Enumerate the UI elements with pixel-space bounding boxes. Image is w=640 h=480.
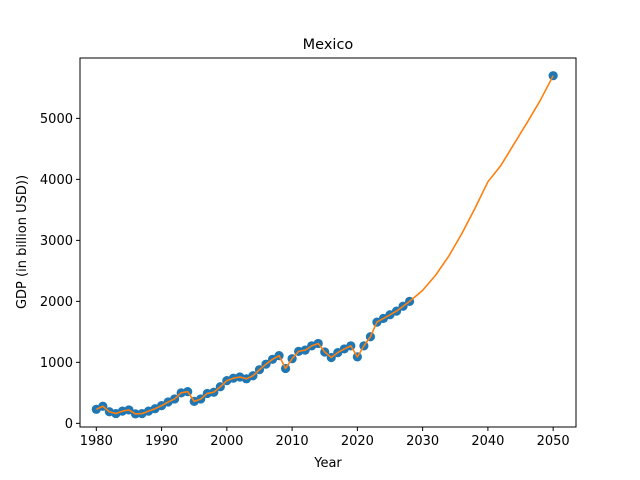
y-tick-label: 0 <box>65 417 73 432</box>
y-axis: 0 1000 2000 3000 4000 5000 <box>40 112 80 432</box>
y-tick-label: 1000 <box>40 356 73 371</box>
y-tick-label: 4000 <box>40 173 73 188</box>
y-tick-label: 2000 <box>40 295 73 310</box>
trend-line <box>95 75 554 415</box>
chart-title: Mexico <box>303 37 354 53</box>
x-tick-label: 2050 <box>537 434 570 449</box>
y-axis-label: GDP (in billion USD)) <box>15 175 30 309</box>
x-tick-label: 2040 <box>471 434 504 449</box>
plot-area <box>91 71 558 419</box>
x-tick-label: 2000 <box>210 434 243 449</box>
x-axis-label: Year <box>313 456 342 471</box>
x-tick-label: 1990 <box>145 434 178 449</box>
axes-frame <box>79 57 577 428</box>
y-tick-label: 5000 <box>40 112 73 127</box>
x-axis: 1980 1990 2000 2010 2020 2030 2040 2050 <box>80 427 570 449</box>
x-tick-label: 2010 <box>276 434 309 449</box>
x-tick-label: 2030 <box>406 434 439 449</box>
data-point <box>548 71 558 81</box>
x-tick-label: 1980 <box>80 434 113 449</box>
y-tick-label: 3000 <box>40 234 73 249</box>
x-tick-label: 2020 <box>341 434 374 449</box>
